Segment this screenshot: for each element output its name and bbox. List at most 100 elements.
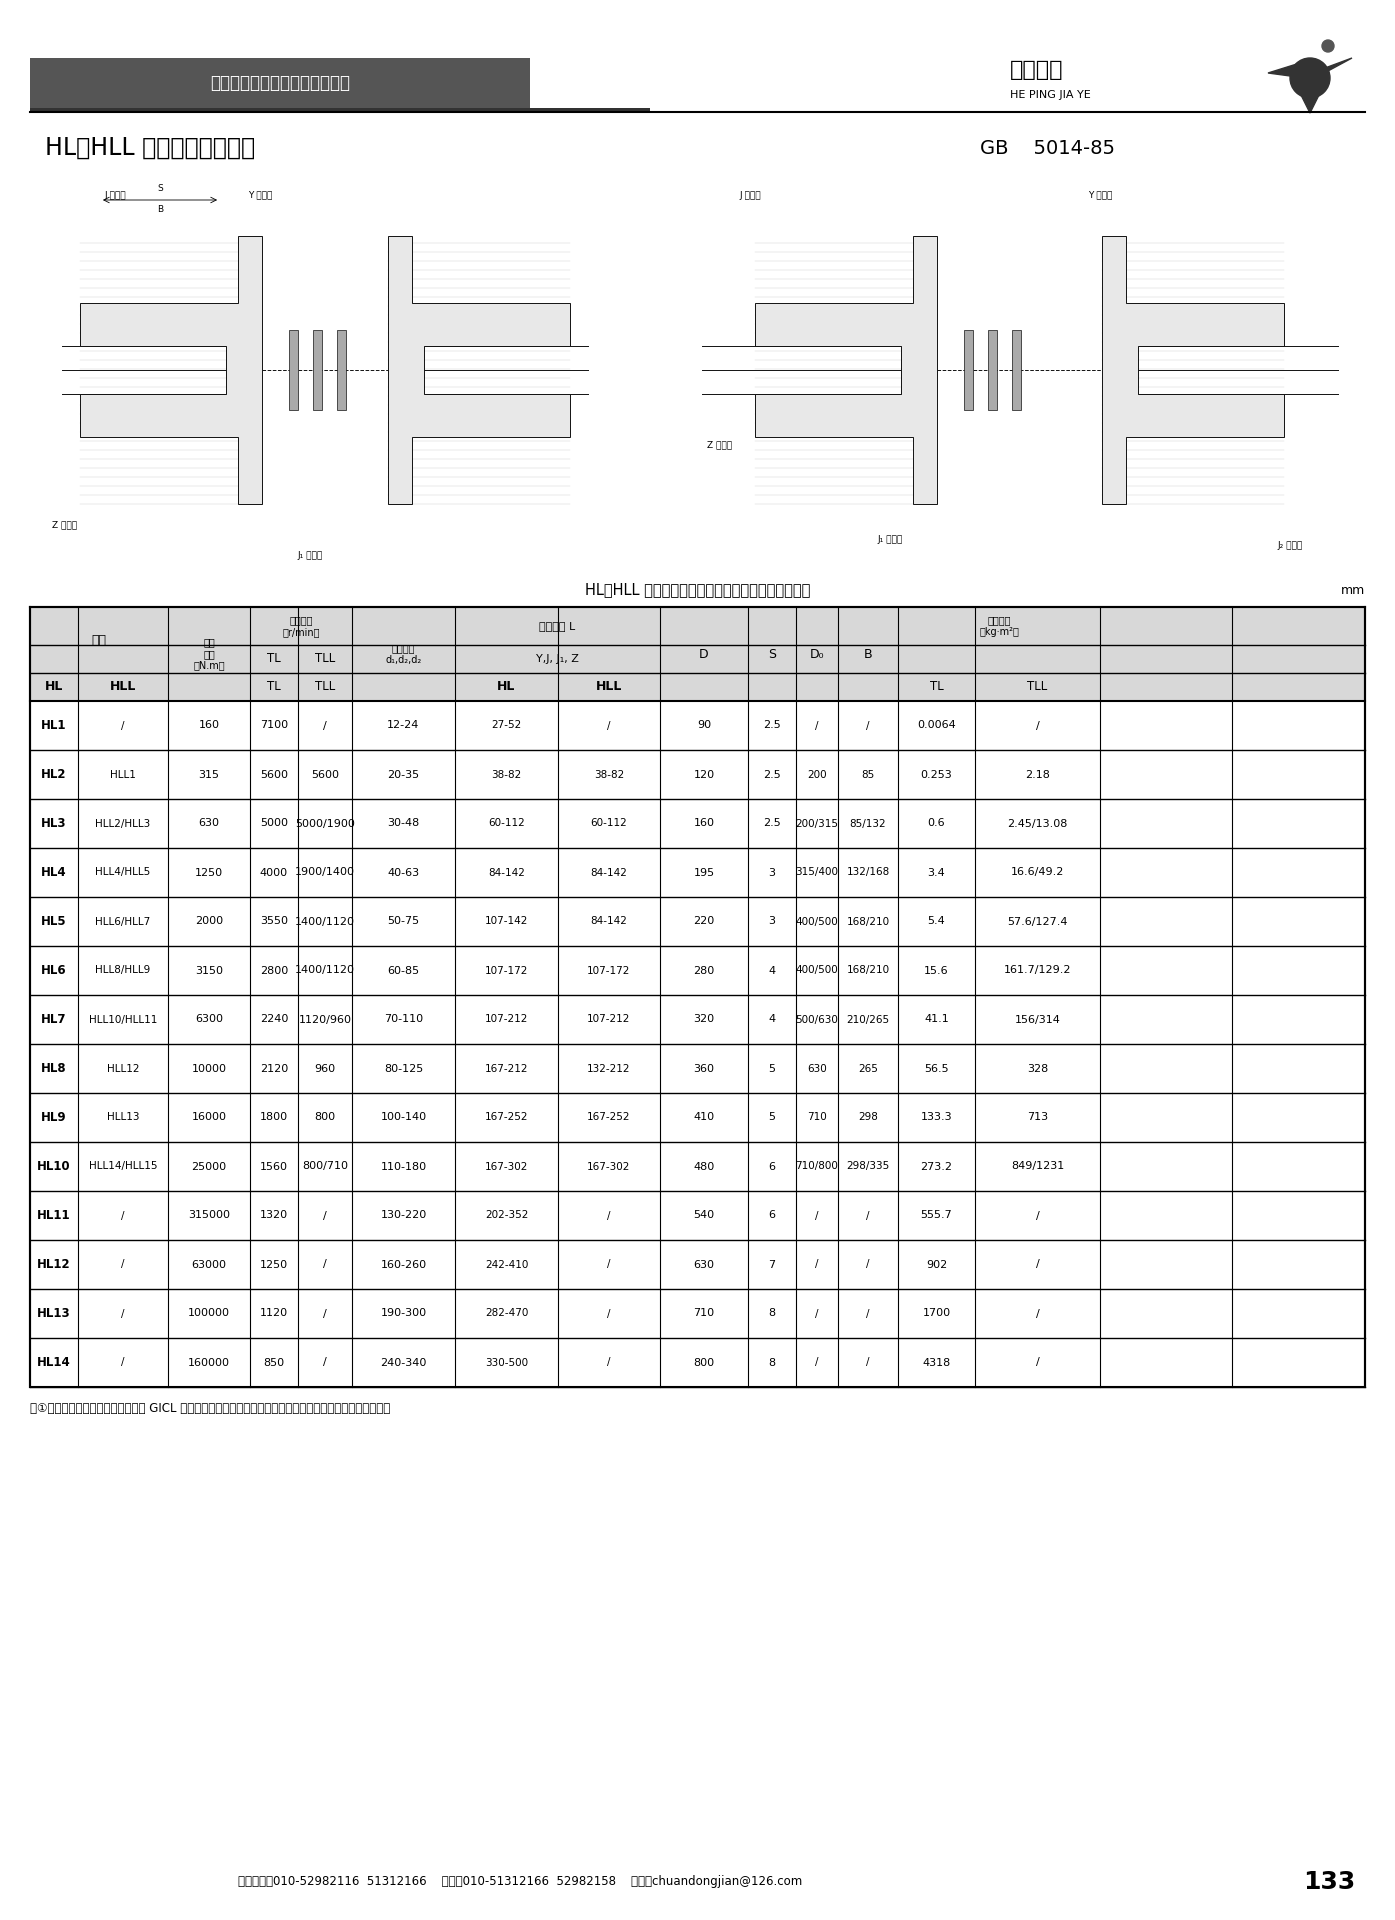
- Text: 2.5: 2.5: [763, 770, 781, 780]
- Text: /: /: [121, 1357, 124, 1367]
- Text: TL: TL: [266, 653, 280, 666]
- Text: 960: 960: [314, 1064, 336, 1073]
- Text: 50-75: 50-75: [388, 916, 420, 927]
- Text: TLL: TLL: [1027, 680, 1048, 693]
- Text: HLL10/HLL11: HLL10/HLL11: [89, 1014, 158, 1025]
- Text: 850: 850: [264, 1357, 285, 1367]
- Bar: [338, 330, 346, 411]
- Text: 902: 902: [926, 1260, 947, 1269]
- Text: 330-500: 330-500: [485, 1357, 529, 1367]
- Text: 63000: 63000: [191, 1260, 226, 1269]
- Polygon shape: [80, 236, 262, 503]
- Text: 100-140: 100-140: [381, 1112, 427, 1123]
- Text: 160: 160: [693, 818, 714, 829]
- Text: /: /: [866, 1210, 869, 1221]
- Bar: [31, 108, 650, 111]
- Text: 40-63: 40-63: [388, 868, 420, 877]
- Text: 315000: 315000: [188, 1210, 230, 1221]
- Text: 6300: 6300: [195, 1014, 223, 1025]
- Text: 3550: 3550: [259, 916, 287, 927]
- Text: 167-302: 167-302: [485, 1162, 529, 1171]
- Text: 27-52: 27-52: [491, 720, 522, 730]
- Circle shape: [1322, 40, 1334, 52]
- Text: 85: 85: [861, 770, 875, 780]
- Text: /: /: [607, 1210, 611, 1221]
- Text: 400/500: 400/500: [795, 916, 838, 927]
- Text: 1400/1120: 1400/1120: [294, 916, 354, 927]
- Text: 315/400: 315/400: [795, 868, 838, 877]
- Text: 849/1231: 849/1231: [1011, 1162, 1064, 1171]
- Text: /: /: [324, 1210, 326, 1221]
- Text: 315: 315: [198, 770, 219, 780]
- Text: J 型轴孔: J 型轴孔: [105, 190, 126, 200]
- Text: 41.1: 41.1: [923, 1014, 949, 1025]
- Text: HLL6/HLL7: HLL6/HLL7: [95, 916, 151, 927]
- Text: /: /: [866, 1357, 869, 1367]
- Text: HL4: HL4: [42, 866, 67, 879]
- Text: 7: 7: [769, 1260, 776, 1269]
- Text: 15.6: 15.6: [923, 966, 949, 975]
- Text: 400/500: 400/500: [795, 966, 838, 975]
- Text: 2.5: 2.5: [763, 818, 781, 829]
- Text: 5: 5: [769, 1064, 776, 1073]
- Text: HL12: HL12: [38, 1258, 71, 1271]
- Text: 轴孔长度 L: 轴孔长度 L: [540, 620, 576, 632]
- Text: HL1: HL1: [42, 718, 67, 732]
- Text: 710: 710: [808, 1112, 827, 1123]
- Text: 60-112: 60-112: [590, 818, 628, 829]
- Text: 60-85: 60-85: [388, 966, 420, 975]
- Text: D₀: D₀: [809, 647, 824, 660]
- Text: 156/314: 156/314: [1014, 1014, 1060, 1025]
- Text: HLL2/HLL3: HLL2/HLL3: [95, 818, 151, 829]
- Text: 8: 8: [769, 1309, 776, 1319]
- Text: /: /: [1035, 720, 1039, 730]
- Text: 242-410: 242-410: [485, 1260, 529, 1269]
- Text: Y 型轴孔: Y 型轴孔: [1088, 190, 1112, 200]
- Text: /: /: [607, 1309, 611, 1319]
- Text: HL: HL: [497, 680, 516, 693]
- Text: 328: 328: [1027, 1064, 1048, 1073]
- Text: 5: 5: [769, 1112, 776, 1123]
- Text: HL2: HL2: [42, 768, 67, 781]
- Text: 1250: 1250: [259, 1260, 287, 1269]
- Text: 57.6/127.4: 57.6/127.4: [1007, 916, 1067, 927]
- Text: 16.6/49.2: 16.6/49.2: [1011, 868, 1064, 877]
- Text: J 型轴孔: J 型轴孔: [739, 190, 760, 200]
- Text: 132/168: 132/168: [847, 868, 890, 877]
- Text: 2.45/13.08: 2.45/13.08: [1007, 818, 1067, 829]
- Text: /: /: [815, 1210, 819, 1221]
- Text: HL、HLL 型弹性套柱销联轴器的基本参数和主要尺寸: HL、HLL 型弹性套柱销联轴器的基本参数和主要尺寸: [585, 582, 810, 597]
- Text: /: /: [607, 1357, 611, 1367]
- Text: 161.7/129.2: 161.7/129.2: [1004, 966, 1071, 975]
- Text: Y,J, J₁, Z: Y,J, J₁, Z: [536, 655, 579, 664]
- Text: Y 型轴孔: Y 型轴孔: [248, 190, 272, 200]
- Text: 30-48: 30-48: [388, 818, 420, 829]
- Polygon shape: [388, 236, 571, 503]
- Text: HL: HL: [45, 680, 63, 693]
- Text: 12-24: 12-24: [388, 720, 420, 730]
- Text: 120: 120: [693, 770, 714, 780]
- Text: /: /: [607, 1260, 611, 1269]
- Text: HLL14/HLL15: HLL14/HLL15: [89, 1162, 158, 1171]
- Text: /: /: [815, 720, 819, 730]
- Text: 和平佳业: 和平佳业: [1010, 60, 1063, 81]
- Bar: [289, 330, 299, 411]
- Text: 210/265: 210/265: [847, 1014, 890, 1025]
- Text: 56.5: 56.5: [923, 1064, 949, 1073]
- Text: 200/315: 200/315: [795, 818, 838, 829]
- Text: 北京和平佳业传动设备有限公司: 北京和平佳业传动设备有限公司: [211, 75, 350, 92]
- Text: 3150: 3150: [195, 966, 223, 975]
- Text: 167-302: 167-302: [587, 1162, 631, 1171]
- Text: 3.4: 3.4: [928, 868, 946, 877]
- Polygon shape: [1268, 63, 1304, 79]
- Text: 167-252: 167-252: [587, 1112, 631, 1123]
- Text: /: /: [866, 1260, 869, 1269]
- Text: TLL: TLL: [315, 680, 335, 693]
- Text: HLL8/HLL9: HLL8/HLL9: [95, 966, 151, 975]
- Text: /: /: [324, 1260, 326, 1269]
- Text: 25000: 25000: [191, 1162, 226, 1171]
- Text: /: /: [815, 1309, 819, 1319]
- Text: 133.3: 133.3: [921, 1112, 953, 1123]
- Text: 5.4: 5.4: [928, 916, 946, 927]
- Text: 320: 320: [693, 1014, 714, 1025]
